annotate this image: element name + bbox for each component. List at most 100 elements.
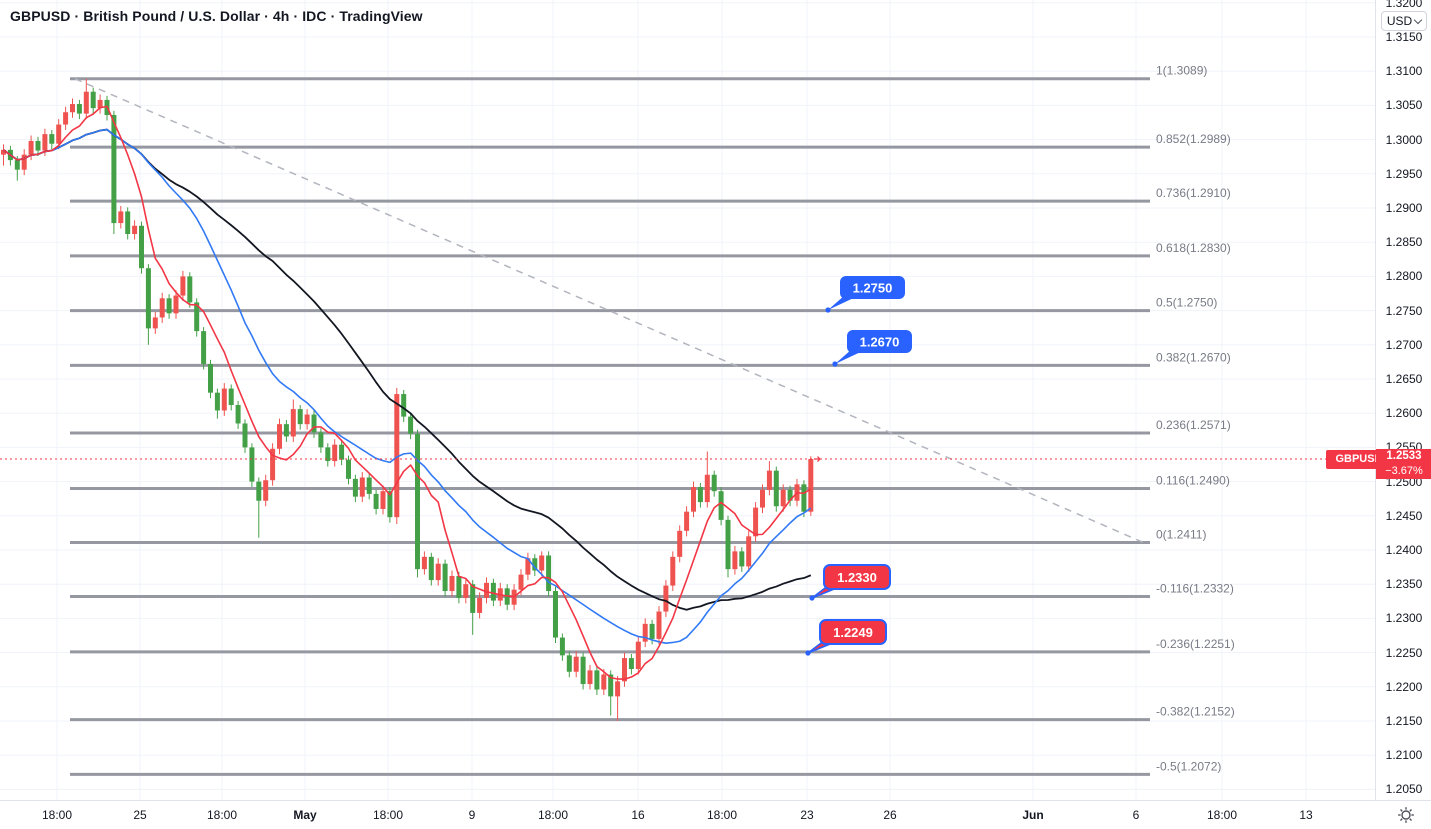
price-tick-label: 1.2300 <box>1385 611 1423 626</box>
candle <box>539 555 545 571</box>
fib-level-label: 0(1.2411) <box>1156 527 1206 541</box>
candle <box>76 104 82 114</box>
fib-level-label: 0.116(1.2490) <box>1156 473 1230 487</box>
fib-level-label: 1(1.3089) <box>1156 64 1207 78</box>
candle <box>601 674 607 690</box>
candle <box>56 124 62 144</box>
candle <box>760 489 765 508</box>
candle <box>711 474 717 492</box>
candle <box>83 91 89 114</box>
candle <box>173 295 179 314</box>
candle <box>408 416 414 434</box>
candle <box>642 623 648 642</box>
price-tick-label: 1.2650 <box>1385 372 1423 386</box>
callout-anchor-dot <box>825 307 831 313</box>
price-tick-label: 1.2700 <box>1385 337 1423 352</box>
candle <box>270 448 276 481</box>
candle <box>573 656 579 672</box>
candle <box>580 656 586 685</box>
candle <box>649 623 655 639</box>
candle <box>718 491 724 520</box>
time-axis[interactable]: 18:00 25 18:00 May 18:00 9 18:00 16 18:00 23 26 Jun… <box>0 800 1431 829</box>
candle <box>132 225 138 234</box>
chart-pane[interactable]: 1(1.3089) 0.852(1.2989) 0.736(1.2910) 0.618… <box>0 0 1392 800</box>
price-line-symbol-label: GBPUSD <box>1326 450 1392 470</box>
ma-line-fast[interactable] <box>3 105 812 680</box>
last-price-value: 1.2533 <box>1386 450 1422 463</box>
candle <box>663 585 669 612</box>
time-tick-label: 6 <box>1132 808 1140 822</box>
candle <box>470 584 476 613</box>
price-arrow-icon <box>814 456 821 462</box>
time-tick-label: 18:00 <box>372 808 404 822</box>
candle <box>283 424 289 437</box>
candle <box>566 655 572 672</box>
candle <box>608 674 614 697</box>
fib-level-label: -0.382(1.2152) <box>1156 705 1235 719</box>
candle <box>449 575 455 592</box>
candle <box>346 459 351 479</box>
candle <box>746 536 752 567</box>
candle <box>697 487 703 503</box>
candle <box>63 112 69 125</box>
time-tick-label: Jun <box>1022 808 1044 822</box>
candle <box>477 597 483 613</box>
symbol-title[interactable]: GBPUSD · British Pound / U.S. Dollar · 4… <box>10 8 423 24</box>
candle <box>332 444 338 462</box>
time-tick-label: 26 <box>883 808 897 822</box>
candle <box>456 575 462 598</box>
candle <box>152 317 158 329</box>
candle <box>125 211 131 234</box>
time-tick-label: 18:00 <box>1206 808 1238 822</box>
candle <box>1 149 6 155</box>
price-axis[interactable]: USD 1.2533 −3.67% 1.3200 1.3150 1.3100 1.30… <box>1375 0 1431 800</box>
price-tick-label: 1.2600 <box>1385 406 1423 421</box>
time-tick-label: 25 <box>133 808 147 822</box>
candle <box>366 477 372 494</box>
gear-icon[interactable] <box>1395 804 1417 826</box>
candle <box>615 681 621 697</box>
callout-anchor-dot <box>805 650 811 656</box>
candle <box>201 331 207 364</box>
candle <box>214 392 220 411</box>
time-tick-label: May <box>293 808 317 822</box>
time-tick-label: 23 <box>800 808 814 822</box>
fib-level-label: 0.852(1.2989) <box>1156 132 1231 146</box>
candle <box>428 556 434 581</box>
price-callout[interactable]: 1.2750 <box>825 276 905 313</box>
candle <box>187 276 193 303</box>
candle <box>780 489 786 507</box>
candle <box>442 563 448 592</box>
price-callout[interactable]: 1.2670 <box>832 330 912 367</box>
candlestick-series <box>1 78 814 721</box>
candle <box>787 489 793 501</box>
ma-line-mid[interactable] <box>3 128 812 644</box>
candle <box>145 268 151 329</box>
candle <box>525 558 531 575</box>
candle <box>42 134 48 151</box>
candle <box>559 637 565 656</box>
time-tick-label: 13 <box>1299 808 1313 822</box>
candle <box>263 480 269 501</box>
price-tick-label: 1.3200 <box>1385 0 1423 10</box>
price-tick-label: 1.3150 <box>1385 30 1423 44</box>
chart-canvas[interactable]: 1(1.3089) 0.852(1.2989) 0.736(1.2910) 0.618… <box>0 0 1375 800</box>
price-callout[interactable]: 1.2249 <box>805 619 887 656</box>
candle <box>725 519 731 570</box>
candle <box>14 160 20 170</box>
candle <box>463 584 469 598</box>
callout-text: 1.2249 <box>833 625 873 640</box>
currency-dropdown-button[interactable]: USD <box>1381 11 1427 31</box>
price-callout[interactable]: 1.2330 <box>809 564 891 601</box>
fib-retracement[interactable]: 1(1.3089) 0.852(1.2989) 0.736(1.2910) 0.618… <box>70 64 1235 776</box>
callout-box <box>823 564 891 590</box>
candle <box>773 470 779 507</box>
chevron-down-icon <box>1413 15 1423 24</box>
price-tick-label: 1.2050 <box>1385 782 1423 797</box>
grid <box>0 0 1375 800</box>
candle <box>325 447 331 462</box>
candle <box>766 470 772 490</box>
callout-anchor-dot <box>809 595 815 601</box>
price-tick-label: 1.2450 <box>1385 508 1423 523</box>
